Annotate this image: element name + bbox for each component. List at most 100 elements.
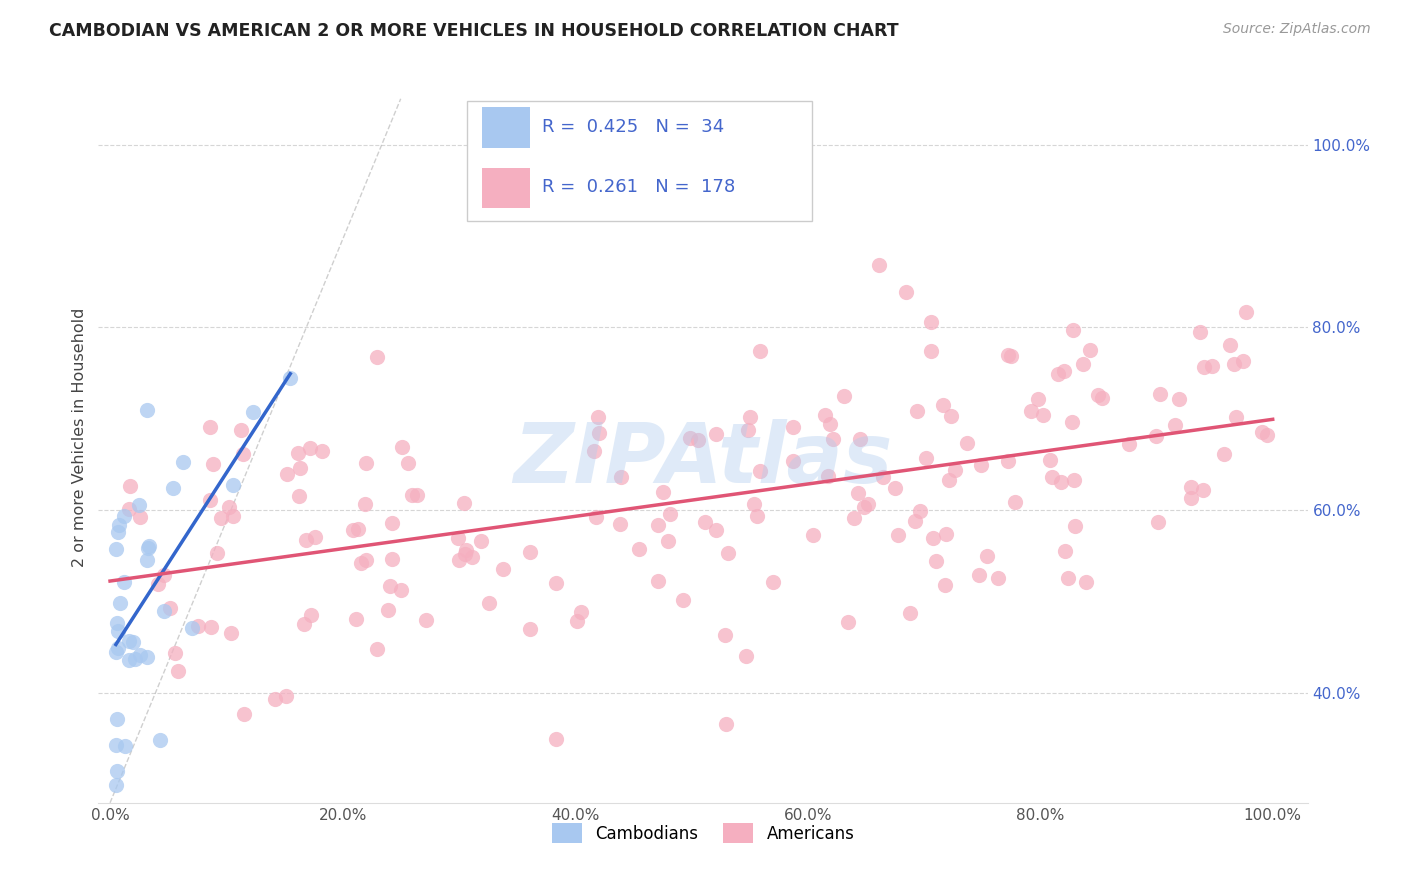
Point — [287, 446, 309, 460]
Point — [118, 501, 141, 516]
Point — [222, 509, 245, 524]
Point — [884, 481, 907, 495]
Point — [872, 469, 894, 483]
Point — [454, 542, 477, 557]
Point — [976, 549, 998, 563]
Point — [704, 426, 727, 441]
Point — [391, 440, 413, 454]
Point — [453, 496, 475, 510]
Point — [350, 556, 373, 570]
Point — [1146, 515, 1168, 529]
Point — [821, 433, 844, 447]
Point — [1063, 519, 1085, 533]
Point — [868, 258, 890, 272]
Point — [107, 640, 129, 655]
Point — [264, 692, 287, 706]
Point — [278, 370, 301, 384]
Point — [187, 619, 209, 633]
Point — [938, 474, 960, 488]
Point — [922, 532, 945, 546]
Point — [651, 485, 673, 500]
Point — [582, 444, 605, 458]
Point — [1062, 323, 1084, 337]
Point — [209, 511, 232, 525]
Point — [686, 434, 709, 448]
Point — [588, 425, 610, 440]
Point — [118, 479, 141, 493]
Point — [1021, 404, 1043, 418]
Point — [381, 551, 404, 566]
Point — [519, 622, 541, 636]
Point — [232, 447, 254, 461]
Point — [396, 457, 419, 471]
Point — [943, 463, 966, 477]
Point — [415, 613, 437, 627]
Point — [287, 490, 309, 504]
Point — [492, 562, 515, 576]
Point — [714, 717, 737, 731]
Point — [814, 409, 837, 423]
Point — [737, 423, 759, 437]
Point — [447, 553, 470, 567]
Point — [1191, 483, 1213, 498]
Point — [298, 442, 321, 456]
Point — [128, 498, 150, 512]
Point — [1087, 388, 1109, 402]
Point — [478, 596, 501, 610]
Point — [167, 664, 190, 678]
Point — [381, 516, 404, 531]
Point — [898, 607, 921, 621]
Point — [112, 575, 135, 590]
Point — [647, 574, 669, 588]
Point — [657, 533, 679, 548]
Point — [162, 481, 184, 495]
Point — [817, 469, 839, 483]
Point — [344, 612, 367, 626]
Point — [378, 579, 401, 593]
Point — [107, 624, 129, 638]
Point — [354, 497, 377, 511]
Point — [519, 544, 541, 558]
Point — [242, 405, 264, 419]
Point — [229, 423, 252, 437]
Point — [1057, 571, 1080, 585]
Text: CAMBODIAN VS AMERICAN 2 OR MORE VEHICLES IN HOUSEHOLD CORRELATION CHART: CAMBODIAN VS AMERICAN 2 OR MORE VEHICLES… — [49, 22, 898, 40]
Point — [129, 648, 152, 662]
Point — [207, 546, 229, 560]
Point — [124, 652, 146, 666]
Point — [717, 546, 740, 560]
Point — [734, 649, 756, 664]
Point — [920, 344, 942, 359]
Text: ZIPAtlas: ZIPAtlas — [513, 418, 893, 500]
Point — [470, 533, 492, 548]
Point — [233, 706, 256, 721]
Point — [311, 443, 333, 458]
Point — [108, 596, 131, 610]
Point — [844, 511, 866, 525]
Point — [1144, 428, 1167, 442]
Point — [610, 470, 633, 484]
Point — [172, 454, 194, 468]
Point — [997, 348, 1019, 362]
Point — [180, 621, 202, 635]
Point — [818, 417, 841, 431]
Point — [748, 464, 770, 478]
Point — [274, 689, 297, 703]
Point — [904, 514, 927, 528]
Point — [1164, 417, 1187, 432]
Point — [1192, 359, 1215, 374]
Point — [136, 403, 159, 417]
Point — [165, 646, 187, 660]
Point — [546, 731, 568, 746]
Point — [304, 530, 326, 544]
Point — [276, 467, 298, 482]
Point — [1063, 473, 1085, 487]
Point — [221, 478, 243, 492]
Point — [1213, 447, 1236, 461]
Point — [704, 523, 727, 537]
Point — [1222, 357, 1244, 371]
Point — [1039, 453, 1062, 467]
Point — [1046, 368, 1069, 382]
Point — [565, 614, 588, 628]
Point — [366, 350, 388, 364]
